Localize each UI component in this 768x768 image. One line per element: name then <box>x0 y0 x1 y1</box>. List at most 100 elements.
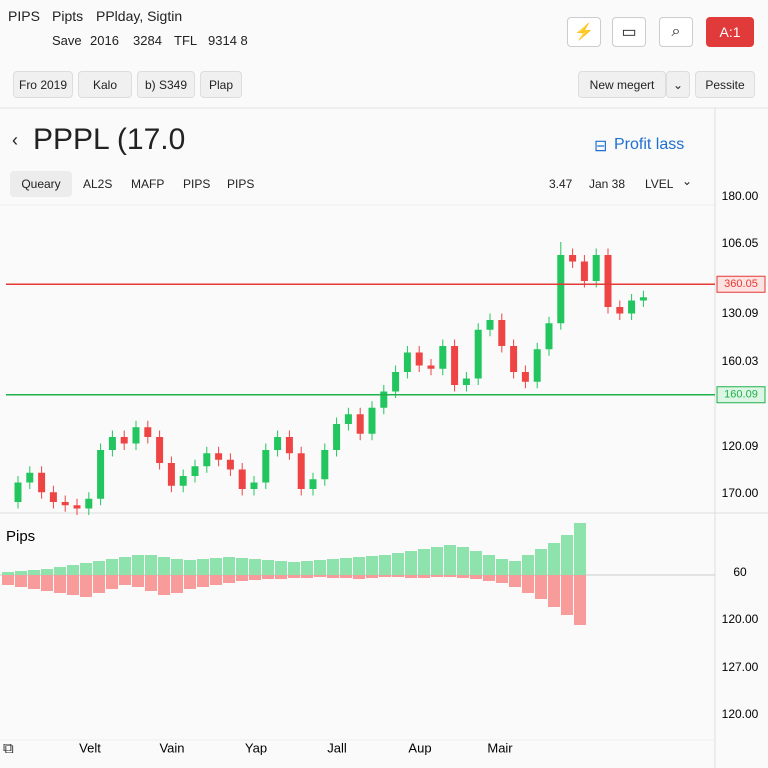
candle-body <box>521 372 529 382</box>
toolbar-button[interactable]: Kalo <box>78 71 132 98</box>
candle-body <box>309 479 317 489</box>
histogram-bar <box>15 575 27 587</box>
histogram-bar <box>223 575 235 583</box>
stat: TFL <box>174 33 198 48</box>
toolbar-button[interactable]: Pessite <box>695 71 755 98</box>
badge-button[interactable]: A:1 <box>706 17 754 47</box>
layout-button[interactable]: ▭ <box>612 17 646 47</box>
x-label: Vain <box>159 740 184 755</box>
toolbar-button[interactable]: Plap <box>200 71 242 98</box>
dropdown[interactable]: New megert <box>578 71 666 98</box>
histogram-bar <box>15 571 27 575</box>
histogram-bar <box>262 575 274 579</box>
histogram-bar <box>249 559 261 575</box>
histogram-bar <box>327 559 339 575</box>
search-button[interactable]: ⌕ <box>659 17 693 47</box>
histogram-bar <box>119 575 131 585</box>
histogram-bar <box>2 572 14 575</box>
histogram-bar <box>314 575 326 577</box>
histogram-bar <box>132 555 144 575</box>
candle-body <box>73 505 81 509</box>
histogram-bar <box>158 557 170 575</box>
histogram-bar <box>366 575 378 578</box>
histogram-bar <box>418 549 430 575</box>
osc-label: 120.00 <box>722 612 759 626</box>
histogram-bar <box>145 555 157 575</box>
histogram-bar <box>93 561 105 575</box>
histogram-bar <box>327 575 339 578</box>
histogram-bar <box>483 555 495 575</box>
candle-body <box>333 424 341 450</box>
level-tag-bg <box>716 275 766 293</box>
histogram-bar <box>509 575 521 587</box>
histogram-bar <box>301 561 313 575</box>
candle-body <box>26 472 34 483</box>
toolbar-button[interactable]: b) S349 <box>137 71 195 98</box>
histogram-bar <box>509 561 521 575</box>
back-arrow[interactable]: ‹ <box>12 130 18 150</box>
tab[interactable]: PIPS <box>183 177 211 191</box>
histogram-bar <box>535 549 547 575</box>
histogram-bar <box>28 575 40 589</box>
tab[interactable]: AL2S <box>83 177 113 191</box>
profit-link[interactable]: Profit lass <box>614 136 685 153</box>
histogram-bar <box>158 575 170 595</box>
tab[interactable]: MAFP <box>131 177 165 191</box>
histogram-bar <box>67 575 79 595</box>
tab[interactable]: Queary <box>10 171 72 197</box>
histogram-bar <box>431 547 443 575</box>
info-arrow[interactable]: ⌄ <box>682 174 693 188</box>
price-label: 120.09 <box>722 439 759 453</box>
dropdown-arrow[interactable]: ⌄ <box>666 71 690 98</box>
histogram-bar <box>444 575 456 577</box>
osc-label: 127.00 <box>722 660 759 674</box>
histogram-bar <box>457 575 469 578</box>
histogram-bar <box>548 575 560 607</box>
histogram-bar <box>119 557 131 575</box>
price-label: 170.00 <box>722 486 759 500</box>
info: Jan 38 <box>589 177 626 191</box>
histogram-bar <box>405 551 417 575</box>
histogram-bar <box>54 575 66 593</box>
histogram-bar <box>444 545 456 575</box>
histogram-bar <box>210 575 222 585</box>
histogram-bar <box>340 558 352 575</box>
histogram-bar <box>288 575 300 578</box>
histogram-bar <box>522 555 534 575</box>
osc-title: Pips <box>6 528 35 545</box>
candle-body <box>156 437 164 463</box>
toolbar-button[interactable]: Fro 2019 <box>13 71 73 98</box>
histogram-bar <box>353 575 365 579</box>
histogram-bar <box>470 575 482 579</box>
candle-body <box>403 352 411 372</box>
price-label: 160.03 <box>722 354 759 368</box>
candle-body <box>392 372 400 392</box>
info[interactable]: LVEL <box>645 177 674 191</box>
candle-body <box>639 297 647 301</box>
histogram-bar <box>2 575 14 585</box>
candle-body <box>262 450 270 483</box>
histogram-bar <box>522 575 534 593</box>
histogram-bar <box>80 575 92 597</box>
price-label: 180.00 <box>722 189 759 203</box>
histogram-bar <box>262 560 274 575</box>
candle-body <box>368 407 376 434</box>
flash-button[interactable]: ⚡ <box>567 17 601 47</box>
histogram-bar <box>301 575 313 578</box>
level-tag-bg <box>716 386 766 404</box>
candle-body <box>628 300 636 314</box>
histogram-bar <box>340 575 352 578</box>
link-icon: ⊟ <box>594 138 608 155</box>
price-label: 106.05 <box>722 236 759 250</box>
settings-icon[interactable]: ⧉ <box>3 740 14 757</box>
candle-body <box>203 453 211 467</box>
histogram-bar <box>431 575 443 577</box>
candle-body <box>344 414 352 424</box>
histogram-bar <box>54 567 66 575</box>
x-label: Jall <box>327 740 347 755</box>
tab[interactable]: PIPS <box>227 177 255 191</box>
histogram-bar <box>249 575 261 580</box>
histogram-bar <box>366 556 378 575</box>
candle-body <box>604 255 612 307</box>
candle-body <box>215 453 223 460</box>
